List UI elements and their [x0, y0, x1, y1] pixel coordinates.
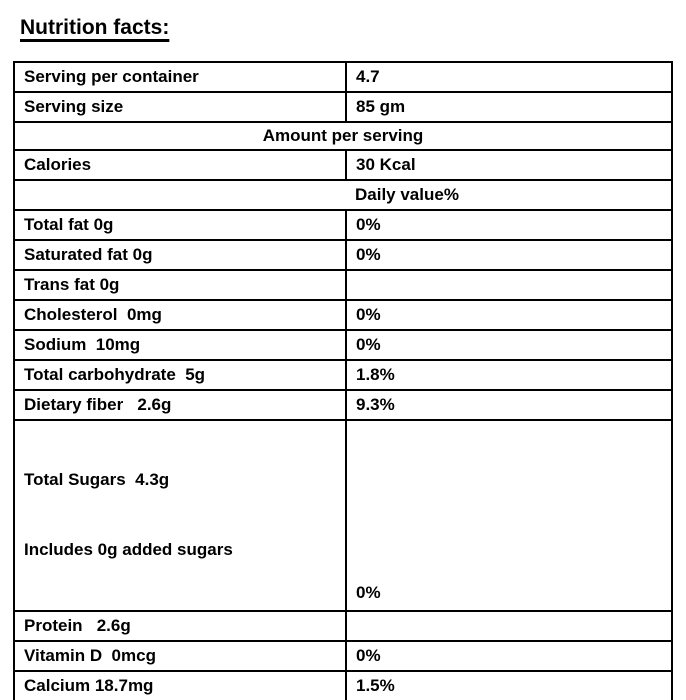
nutrition-facts-table: Serving per container 4.7 Serving size 8…	[13, 61, 673, 700]
row-label: Saturated fat 0g	[13, 239, 347, 272]
table-row-calories: Calories 30 Kcal	[13, 149, 673, 182]
row-value: 0%	[345, 239, 673, 272]
table-row-total-sugars: Total Sugars 4.3g Includes 0g added suga…	[13, 419, 673, 612]
table-row-daily-value-header: Daily value%	[13, 179, 673, 212]
table-row-serving-size: Serving size 85 gm	[13, 91, 673, 123]
table-row-amount-per-serving: Amount per serving	[13, 120, 673, 152]
table-row-total-fat: Total fat 0g 0%	[13, 209, 673, 242]
table-row-sodium: Sodium 10mg 0%	[13, 329, 673, 362]
row-value: 4.7	[345, 61, 673, 93]
table-row-dietary-fiber: Dietary fiber 2.6g 9.3%	[13, 389, 673, 422]
section-header-daily-value: Daily value%	[13, 179, 673, 212]
total-sugars-line: Total Sugars 4.3g	[24, 470, 170, 490]
row-value	[345, 269, 673, 302]
table-row-trans-fat: Trans fat 0g	[13, 269, 673, 302]
row-label: Vitamin D 0mcg	[13, 639, 347, 672]
row-value: 0%	[345, 639, 673, 672]
row-value: 1.5%	[345, 669, 673, 700]
page-title: Nutrition facts:	[20, 16, 170, 39]
table-row-calcium: Calcium 18.7mg 1.5%	[13, 669, 673, 700]
table-row-saturated-fat: Saturated fat 0g 0%	[13, 239, 673, 272]
row-label: Calcium 18.7mg	[13, 669, 347, 700]
row-label: Protein 2.6g	[13, 609, 347, 642]
row-label: Total fat 0g	[13, 209, 347, 242]
row-value: 30 Kcal	[345, 149, 673, 182]
row-label: Serving size	[13, 91, 347, 123]
table-row-vitamin-d: Vitamin D 0mcg 0%	[13, 639, 673, 672]
table-row-cholesterol: Cholesterol 0mg 0%	[13, 299, 673, 332]
row-label: Calories	[13, 149, 347, 182]
row-label: Total Sugars 4.3g Includes 0g added suga…	[13, 419, 347, 612]
row-label: Serving per container	[13, 61, 347, 93]
row-label: Sodium 10mg	[13, 329, 347, 362]
row-value	[345, 609, 673, 642]
row-value: 0%	[345, 209, 673, 242]
row-label: Total carbohydrate 5g	[13, 359, 347, 392]
row-value: 85 gm	[345, 91, 673, 123]
table-row-total-carbohydrate: Total carbohydrate 5g 1.8%	[13, 359, 673, 392]
table-row-protein: Protein 2.6g	[13, 609, 673, 642]
row-label: Cholesterol 0mg	[13, 299, 347, 332]
row-value: 0%	[345, 419, 673, 612]
section-header-amount-per-serving: Amount per serving	[13, 120, 673, 152]
row-value: 0%	[345, 329, 673, 362]
row-value: 0%	[345, 299, 673, 332]
row-label: Dietary fiber 2.6g	[13, 389, 347, 422]
row-value: 1.8%	[345, 359, 673, 392]
table-row-serving-per-container: Serving per container 4.7	[13, 61, 673, 93]
row-label: Trans fat 0g	[13, 269, 347, 302]
row-value: 9.3%	[345, 389, 673, 422]
added-sugars-line: Includes 0g added sugars	[24, 540, 233, 560]
